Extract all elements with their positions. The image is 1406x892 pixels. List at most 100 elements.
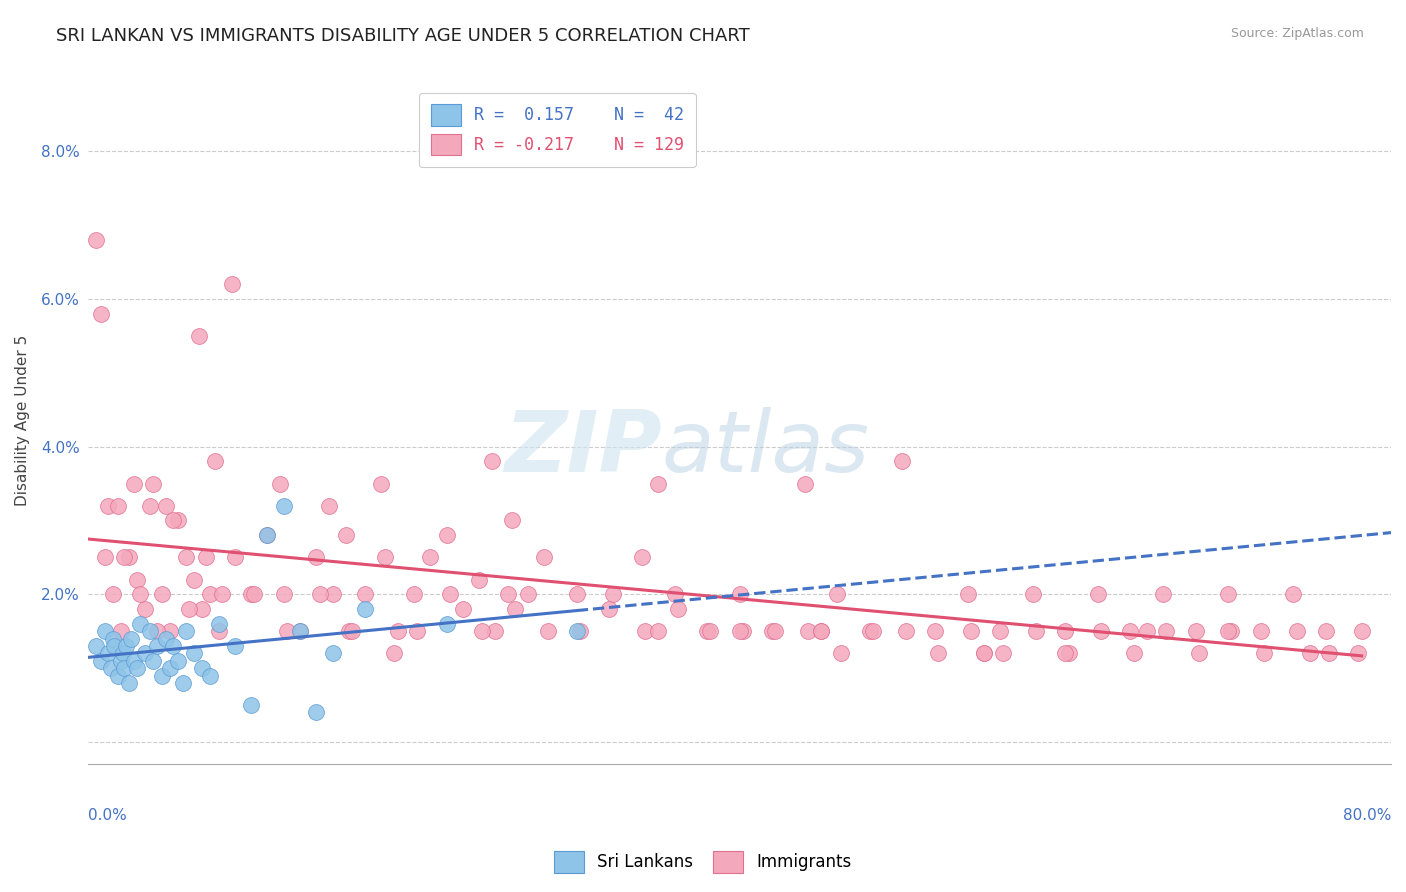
Point	[503, 602, 526, 616]
Point	[90, 307, 112, 321]
Point	[207, 616, 229, 631]
Point	[288, 624, 311, 639]
Point	[647, 476, 669, 491]
Point	[174, 624, 197, 639]
Point	[305, 550, 328, 565]
Point	[97, 499, 120, 513]
Point	[598, 602, 620, 616]
Point	[150, 668, 173, 682]
Point	[647, 624, 669, 639]
Point	[322, 587, 344, 601]
Point	[765, 624, 787, 639]
Point	[988, 624, 1011, 639]
Point	[224, 639, 246, 653]
Point	[370, 476, 392, 491]
Point	[1282, 587, 1305, 601]
Point	[374, 550, 396, 565]
Point	[731, 624, 754, 639]
Point	[533, 550, 555, 565]
Point	[1347, 647, 1369, 661]
Point	[436, 616, 458, 631]
Point	[194, 550, 217, 565]
Point	[419, 550, 441, 565]
Point	[1090, 624, 1112, 639]
Point	[134, 602, 156, 616]
Point	[1122, 647, 1144, 661]
Point	[924, 624, 946, 639]
Point	[634, 624, 657, 639]
Point	[162, 514, 184, 528]
Point	[340, 624, 363, 639]
Point	[602, 587, 624, 601]
Point	[565, 624, 588, 639]
Point	[565, 587, 588, 601]
Point	[468, 573, 491, 587]
Point	[830, 647, 852, 661]
Point	[129, 587, 152, 601]
Point	[305, 706, 328, 720]
Point	[993, 647, 1015, 661]
Point	[93, 624, 115, 639]
Point	[1315, 624, 1337, 639]
Point	[188, 329, 211, 343]
Point	[139, 499, 162, 513]
Point	[354, 587, 377, 601]
Point	[354, 602, 377, 616]
Point	[139, 624, 162, 639]
Point	[1119, 624, 1142, 639]
Point	[276, 624, 298, 639]
Point	[103, 639, 125, 653]
Point	[484, 624, 506, 639]
Point	[728, 587, 751, 601]
Point	[1054, 624, 1077, 639]
Point	[150, 587, 173, 601]
Point	[894, 624, 917, 639]
Point	[451, 602, 474, 616]
Point	[406, 624, 429, 639]
Point	[159, 624, 181, 639]
Point	[191, 661, 214, 675]
Point	[155, 632, 177, 646]
Point	[183, 573, 205, 587]
Text: SRI LANKAN VS IMMIGRANTS DISABILITY AGE UNDER 5 CORRELATION CHART: SRI LANKAN VS IMMIGRANTS DISABILITY AGE …	[56, 27, 749, 45]
Point	[728, 624, 751, 639]
Point	[110, 654, 132, 668]
Point	[204, 454, 226, 468]
Point	[1087, 587, 1109, 601]
Point	[172, 676, 194, 690]
Point	[859, 624, 882, 639]
Point	[122, 476, 145, 491]
Point	[107, 668, 129, 682]
Point	[127, 661, 149, 675]
Point	[797, 624, 820, 639]
Point	[191, 602, 214, 616]
Point	[1136, 624, 1159, 639]
Point	[1350, 624, 1372, 639]
Point	[569, 624, 592, 639]
Point	[256, 528, 278, 542]
Point	[384, 647, 406, 661]
Point	[127, 573, 149, 587]
Point	[93, 550, 115, 565]
Point	[761, 624, 783, 639]
Point	[481, 454, 503, 468]
Point	[471, 624, 494, 639]
Point	[145, 624, 167, 639]
Text: 80.0%: 80.0%	[1343, 808, 1391, 823]
Point	[111, 647, 134, 661]
Point	[179, 602, 201, 616]
Point	[862, 624, 884, 639]
Point	[1022, 587, 1045, 601]
Point	[200, 587, 222, 601]
Point	[86, 233, 108, 247]
Point	[501, 514, 523, 528]
Point	[211, 587, 233, 601]
Point	[269, 476, 291, 491]
Point	[927, 647, 949, 661]
Point	[827, 587, 849, 601]
Point	[973, 647, 995, 661]
Point	[699, 624, 721, 639]
Point	[387, 624, 409, 639]
Point	[112, 661, 135, 675]
Point	[696, 624, 718, 639]
